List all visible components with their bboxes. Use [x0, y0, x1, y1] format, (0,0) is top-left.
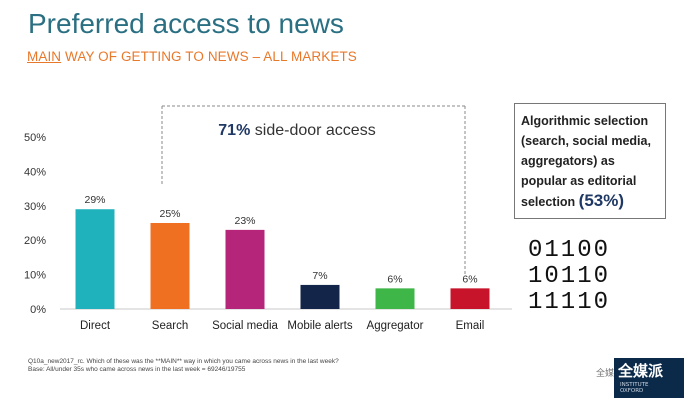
x-tick-label: Email [456, 320, 485, 332]
x-tick-label: Direct [80, 320, 111, 332]
binary-line: 10110 [528, 263, 611, 290]
x-tick-label: Aggregator [367, 320, 424, 332]
side-door-callout: 71% side-door access [216, 120, 378, 141]
logo-small-line: OXFORD [620, 388, 644, 394]
bar [450, 288, 490, 309]
page-title: Preferred access to news [28, 8, 344, 39]
algorithmic-selection-box: Algorithmic selection (search, social me… [514, 103, 666, 219]
bars: 29% 25% 23% 7% 6% 6% [75, 194, 490, 309]
y-axis: 0% 10% 20% 30% 40% 50% [24, 132, 512, 316]
data-label: 6% [387, 273, 402, 285]
footnote-question: Q10a_new2017_rc. Which of these was the … [28, 358, 339, 365]
bar [150, 223, 190, 309]
subtitle-rest: WAY OF GETTING TO NEWS – ALL MARKETS [61, 49, 357, 64]
bar [375, 288, 415, 309]
binary-line: 01100 [528, 237, 611, 264]
x-tick-label: Mobile alerts [287, 320, 352, 332]
logo-small-line: INSTITUTE [620, 382, 649, 388]
bar [225, 229, 265, 309]
subtitle-main-word: MAIN [27, 49, 62, 64]
x-tick-label: Search [152, 320, 188, 332]
y-tick-label: 30% [24, 201, 46, 213]
x-tick-label: Social media [212, 320, 278, 332]
logo: 全媒派 INSTITUTE OXFORD [614, 358, 684, 398]
footnote-base: Base: All/under 35s who came across news… [28, 366, 246, 373]
y-tick-label: 50% [24, 132, 46, 144]
data-label: 29% [84, 194, 105, 206]
logo-text: 全媒派 [618, 362, 664, 380]
footnote: Q10a_new2017_rc. Which of these was the … [28, 358, 339, 374]
side-door-bracket [161, 105, 466, 276]
data-label: 7% [312, 270, 327, 282]
binary-digits: 01100 10110 11110 [528, 238, 610, 316]
binary-line: 11110 [528, 289, 611, 316]
y-tick-label: 20% [24, 235, 46, 247]
algorithmic-percent: (53%) [578, 191, 625, 210]
bar [75, 209, 115, 309]
side-door-percent: 71% [218, 122, 251, 139]
y-tick-label: 40% [24, 166, 46, 178]
data-label: 6% [462, 273, 477, 285]
y-tick-label: 0% [30, 304, 46, 316]
algorithmic-text: Algorithmic selection (search, social me… [521, 114, 651, 209]
bar [300, 284, 340, 309]
page-subtitle: MAIN WAY OF GETTING TO NEWS – ALL MARKET… [27, 49, 357, 64]
y-tick-label: 10% [24, 270, 46, 282]
x-axis: Direct Search Social media Mobile alerts Agg… [80, 320, 484, 332]
data-label: 25% [159, 208, 180, 220]
watermark: 全媒派 [596, 369, 624, 379]
side-door-text: side-door access [250, 122, 376, 139]
logo-small-text: INSTITUTE OXFORD [620, 382, 648, 394]
data-label: 23% [234, 215, 255, 227]
